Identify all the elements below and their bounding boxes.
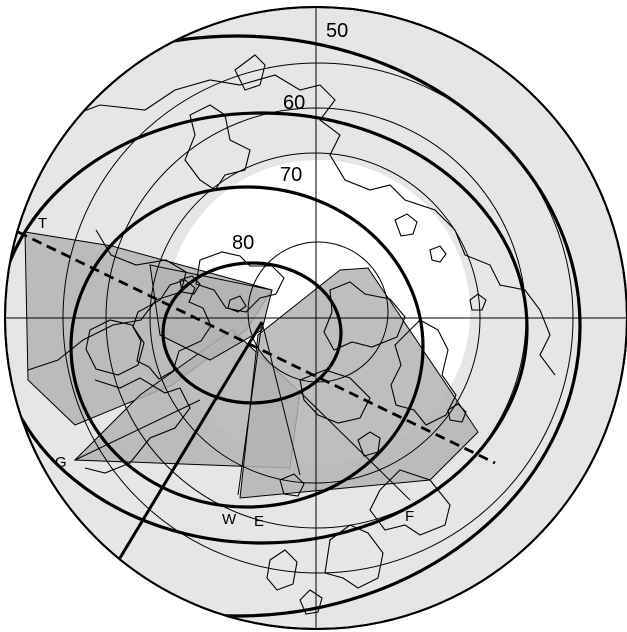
coast-greenland — [132, 279, 212, 380]
latitude-label-60: 60 — [283, 92, 305, 114]
coast-islands-1 — [394, 213, 487, 311]
coast-siberia — [59, 74, 556, 376]
marker-label-f: F — [405, 508, 414, 525]
beam-line-1 — [237, 321, 263, 496]
coast-hudson-bay — [85, 319, 145, 376]
latitude-70-ellipse — [69, 185, 425, 509]
globe-boundary — [4, 6, 627, 630]
beam-line-4 — [74, 399, 201, 461]
latitude-50-ellipse — [6, 34, 582, 618]
latitude-80-ellipse — [161, 261, 343, 405]
radial-line — [118, 321, 264, 559]
coast-alaska — [184, 54, 266, 191]
coast-islands-2 — [279, 403, 467, 497]
marker-label-e: E — [254, 513, 264, 530]
marker-label-w: W — [222, 511, 237, 528]
latitude-ellipses — [6, 34, 582, 618]
thin-circle-2 — [149, 152, 481, 484]
latitude-label-80: 80 — [232, 232, 254, 254]
latitude-label-70: 70 — [280, 164, 302, 186]
beam-line-3 — [299, 391, 411, 501]
coverage-region-4 — [149, 264, 273, 361]
coast-north-america — [27, 229, 191, 474]
dashed-track-line — [17, 230, 496, 465]
marker-label-g: G — [55, 454, 67, 471]
thin-circle-4 — [62, 62, 574, 574]
coastlines — [27, 54, 556, 615]
marker-label-t: T — [38, 215, 47, 232]
latitude-60-ellipse — [6, 111, 529, 545]
latitude-label-50: 50 — [326, 20, 348, 42]
coast-russia-north — [299, 281, 406, 424]
